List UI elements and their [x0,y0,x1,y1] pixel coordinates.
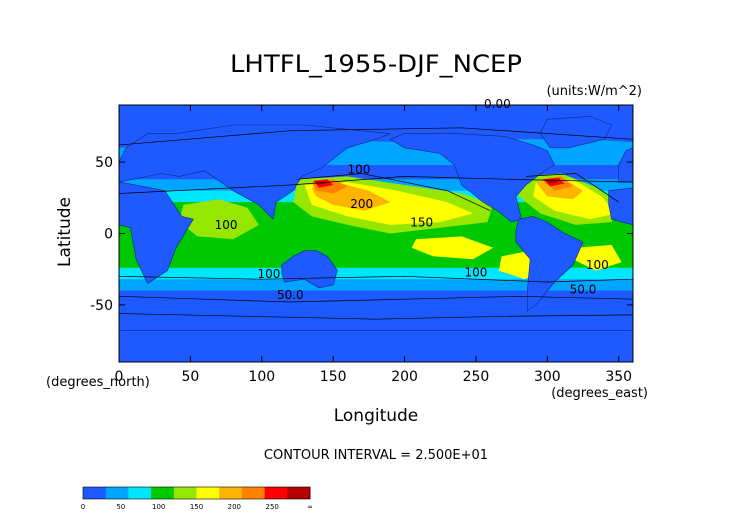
continents [119,116,633,362]
colorbar-swatch [151,487,175,499]
colorbar-swatch [128,487,152,499]
colorbar-swatch [219,487,243,499]
contour-label: 150 [410,215,433,229]
x-tick-label: 250 [463,369,490,385]
antarctica [119,330,633,362]
contour-100-pacific [297,173,491,212]
west-africa [608,187,633,226]
colorbar-swatch [287,487,311,499]
greenland [539,116,613,149]
colorbar-swatch [241,487,266,499]
contour-label: 0.00 [484,97,511,111]
colorbar-tick-label: 150 [190,503,203,511]
colorbar-swatch [173,487,197,499]
colorbar-tick-label: 250 [266,503,279,511]
contour-75-south [119,275,633,283]
colorbar-tick-label: 200 [228,503,241,511]
colorbar-swatch [83,487,107,499]
contour-label: 100 [215,218,238,232]
y-tick-label: 50 [95,155,113,171]
colorbar-swatch [196,487,220,499]
x-tick-label: 300 [534,369,561,385]
contour-label: 100 [257,267,280,281]
contour-25-south [119,295,633,303]
y-tick-label: -50 [90,298,113,314]
x-tick-label: 350 [605,369,632,385]
x-axis-ticks: 0 50 100 150 200 250 300 350 [115,105,632,385]
contour-labels: 0.00 100 200 150 100 100 50.0 100 100 50.0 [215,97,609,302]
x-tick-label: 150 [320,369,347,385]
colorbar-tick-label: 100 [152,503,165,511]
eurasia [119,124,391,220]
units-label: (units:W/m^2) [546,84,642,99]
y-axis-label: Latitude [55,197,75,267]
africa [119,181,194,284]
contour-10-south [119,313,633,320]
contour-75-north [119,176,633,194]
contour-lines [119,127,633,320]
colorbar-swatch [105,487,129,499]
contour-label: 50.0 [277,288,304,302]
contour-label: 100 [347,163,370,177]
colorbar-tick-label: 50 [116,503,125,511]
band-100-125-indian [179,199,259,240]
x-tick-label: 200 [391,369,418,385]
colorbar-swatch [264,487,288,499]
north-america [389,133,555,223]
x-unit-label: (degrees_east) [551,386,648,401]
y-axis-ticks: -50 0 50 [90,155,633,314]
south-america [515,216,584,312]
colorbar: 0 50 100 150 200 250 ∞ [81,486,313,511]
contour-arctic [119,127,633,146]
contour-label: 100 [464,265,487,279]
colorbar-frame [82,486,311,500]
y-unit-label: (degrees_north) [46,375,150,390]
band-125-150-se [573,244,622,271]
contour-label: 200 [350,197,373,211]
chart-title: LHTFL_1955-DJF_NCEP [230,50,522,78]
y-tick-label: 0 [104,227,113,243]
x-tick-label: 100 [248,369,275,385]
x-axis-label: Longitude [334,406,419,426]
contour-interval: CONTOUR INTERVAL = 2.500E+01 [264,448,488,463]
x-tick-label: 0 [115,369,124,385]
band-125-150-southpac [411,236,494,260]
heatmap-area [119,105,633,362]
colorbar-tick-label: ∞ [307,503,313,511]
contour-100-atlantic [525,173,619,203]
contour-label: 50.0 [570,283,597,297]
x-tick-label: 50 [181,369,199,385]
contour-label: 100 [586,258,609,272]
colorbar-tick-label: 0 [81,503,85,511]
